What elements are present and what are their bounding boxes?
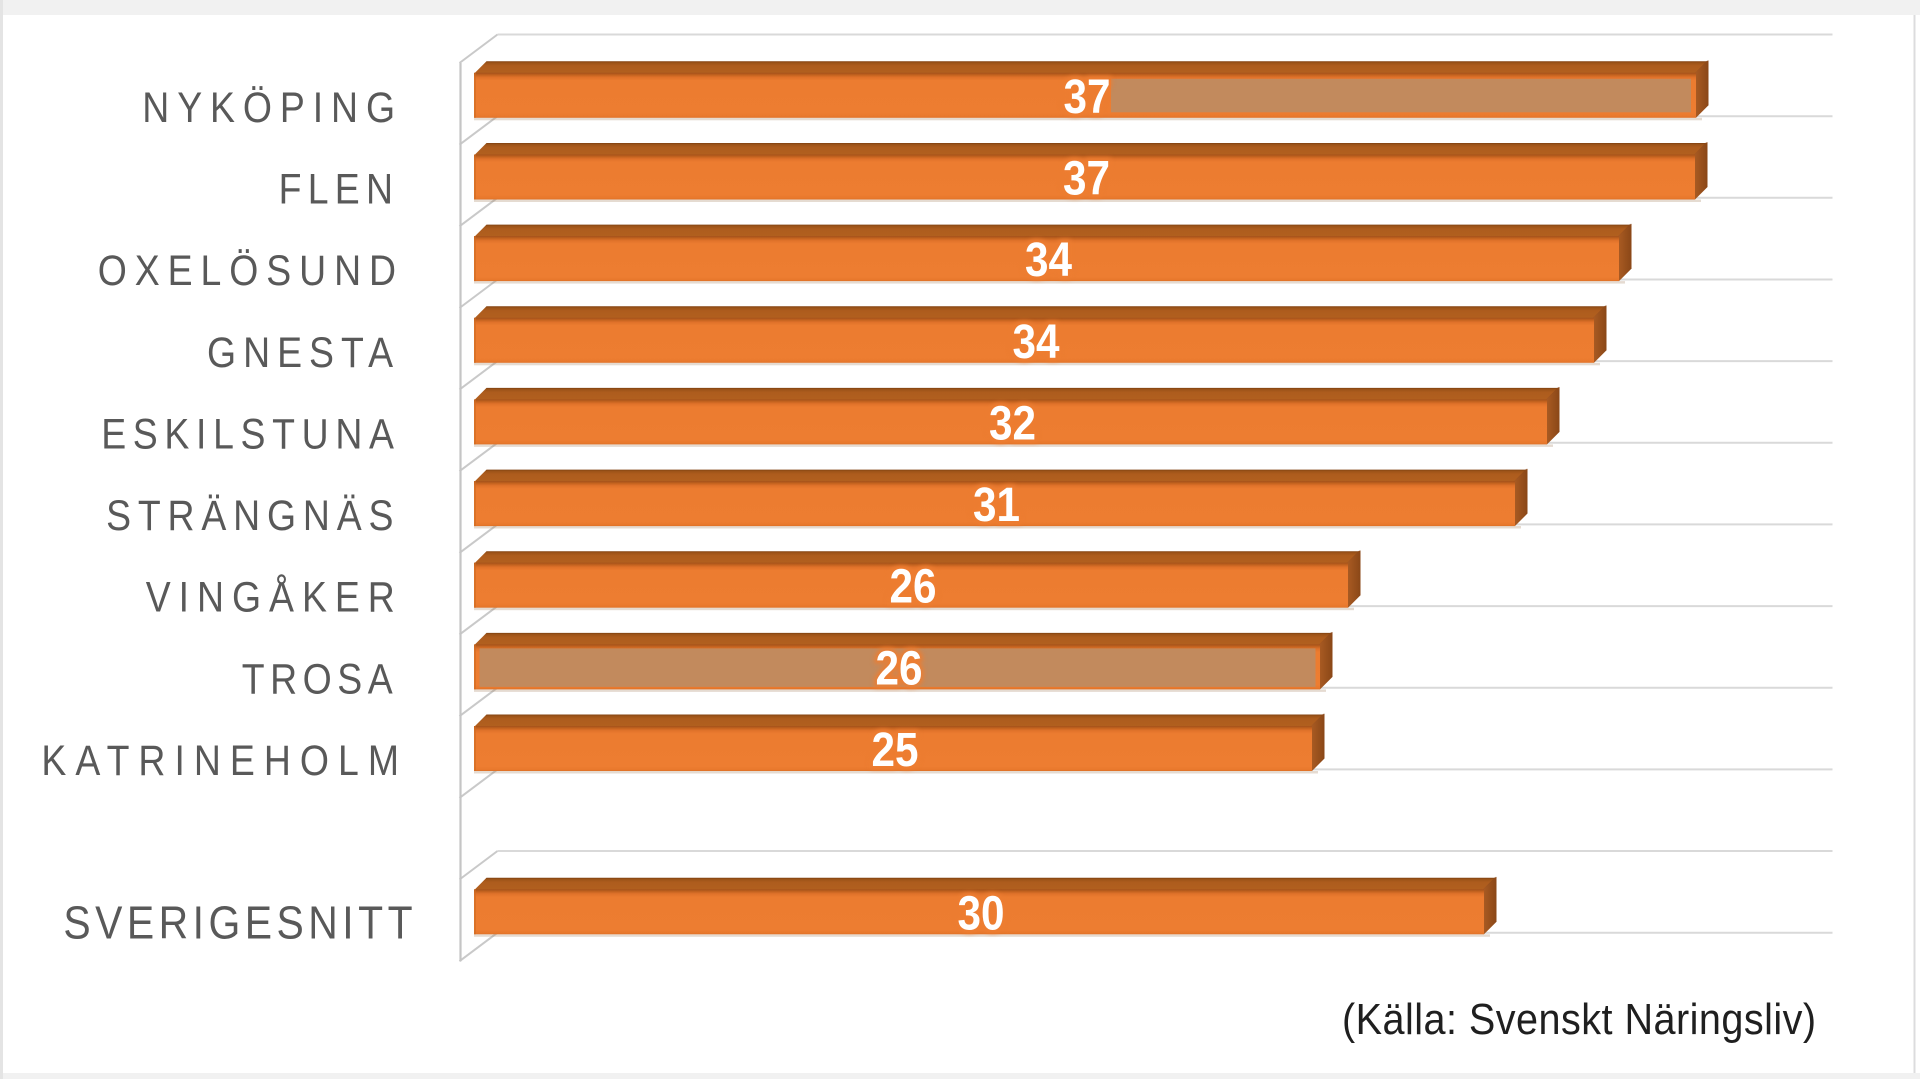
svg-text:30: 30 [958,887,1005,940]
svg-text:37: 37 [1063,153,1110,206]
svg-text:STRÄNGNÄS: STRÄNGNÄS [106,493,393,540]
svg-text:(Källa: Svenskt Näringsliv): (Källa: Svenskt Näringsliv) [1342,994,1816,1043]
svg-text:32: 32 [989,397,1036,450]
svg-text:31: 31 [973,479,1020,532]
svg-text:37: 37 [1063,153,1110,206]
svg-text:KATRINEHOLM: KATRINEHOLM [41,738,399,785]
svg-text:VINGÅKER: VINGÅKER [146,573,395,621]
svg-text:26: 26 [890,561,937,614]
svg-text:26: 26 [876,642,923,695]
svg-text:NYKÖPING: NYKÖPING [142,85,395,132]
svg-text:34: 34 [1013,316,1060,369]
svg-text:32: 32 [989,397,1036,450]
svg-text:37: 37 [1064,71,1111,124]
svg-text:31: 31 [973,479,1020,532]
svg-text:26: 26 [876,642,923,695]
svg-text:37: 37 [1064,71,1111,124]
svg-text:OXELÖSUND: OXELÖSUND [98,248,396,295]
svg-text:26: 26 [890,561,937,614]
svg-text:34: 34 [1025,234,1072,287]
svg-text:25: 25 [872,724,919,777]
svg-text:30: 30 [958,887,1005,940]
svg-text:ESKILSTUNA: ESKILSTUNA [101,411,394,458]
svg-text:34: 34 [1025,234,1072,287]
svg-text:TROSA: TROSA [242,656,393,703]
svg-text:SVERIGESNITT: SVERIGESNITT [63,897,412,949]
svg-text:25: 25 [872,724,919,777]
svg-text:FLEN: FLEN [279,166,393,213]
svg-text:34: 34 [1013,316,1060,369]
